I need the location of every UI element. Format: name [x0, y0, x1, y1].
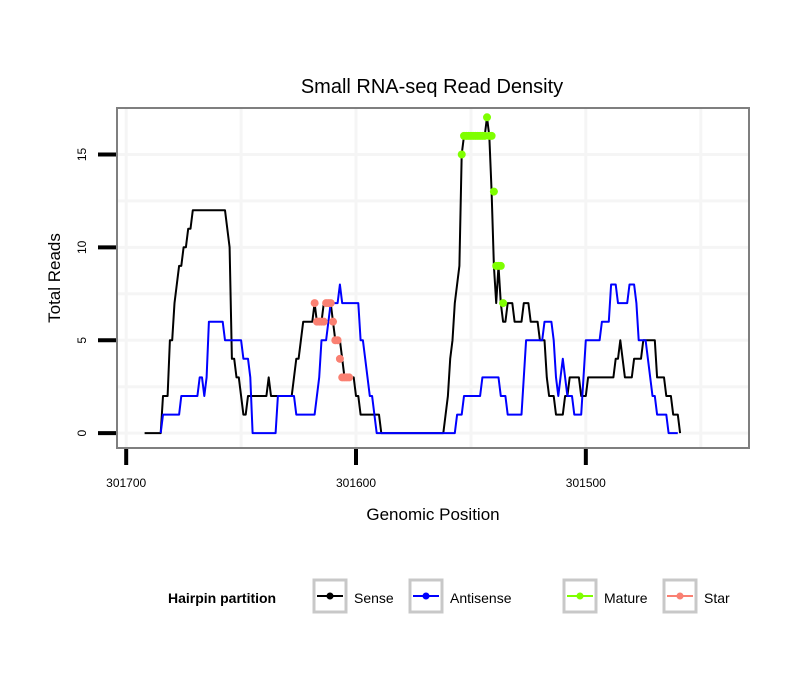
x-tick-label: 301600 — [336, 476, 376, 490]
data-point-mature — [483, 113, 492, 122]
data-point-mature — [489, 187, 498, 196]
x-tick-label: 301700 — [106, 476, 146, 490]
y-tick-label: 10 — [75, 240, 89, 254]
data-point-star — [326, 299, 335, 308]
data-point-mature — [499, 299, 508, 308]
axes-layer: 0 5 10 15 301700 301600 301500 — [75, 147, 606, 490]
data-point-mature — [487, 131, 496, 140]
y-axis-title: Total Reads — [45, 233, 64, 323]
legend-label: Sense — [354, 590, 394, 606]
data-point-mature — [496, 261, 505, 270]
legend-key-point — [576, 592, 584, 600]
x-axis-title: Genomic Position — [366, 505, 499, 524]
y-tick-label: 5 — [75, 337, 89, 344]
legend-item-star: Star — [662, 578, 730, 614]
panel-background — [117, 108, 749, 448]
legend-item-antisense: Antisense — [408, 578, 512, 614]
legend-key-point — [326, 592, 334, 600]
data-point-star — [335, 354, 344, 363]
data-point-star — [329, 317, 338, 326]
x-tick-label: 301500 — [566, 476, 606, 490]
series-layer — [144, 113, 682, 435]
legend-label: Antisense — [450, 590, 512, 606]
series-line-antisense — [159, 283, 678, 435]
data-point-star — [310, 299, 319, 308]
data-point-star — [319, 317, 328, 326]
legend-key-point — [676, 592, 684, 600]
legend-label: Mature — [604, 590, 648, 606]
panel-border — [116, 107, 750, 449]
legend-title: Hairpin partition — [168, 590, 276, 606]
legend-item-sense: Sense — [312, 578, 394, 614]
data-point-mature — [457, 150, 466, 159]
data-point-star — [345, 373, 354, 382]
legend-key-point — [422, 592, 430, 600]
data-point-star — [333, 336, 342, 345]
y-tick-label: 15 — [75, 147, 89, 161]
chart-title: Small RNA-seq Read Density — [301, 76, 563, 98]
legend: Hairpin partition Sense Antisense Mature Sta… — [168, 578, 730, 614]
series-line-sense — [144, 116, 682, 435]
legend-label: Star — [704, 590, 730, 606]
legend-item-mature: Mature — [562, 578, 648, 614]
y-tick-label: 0 — [75, 429, 89, 436]
